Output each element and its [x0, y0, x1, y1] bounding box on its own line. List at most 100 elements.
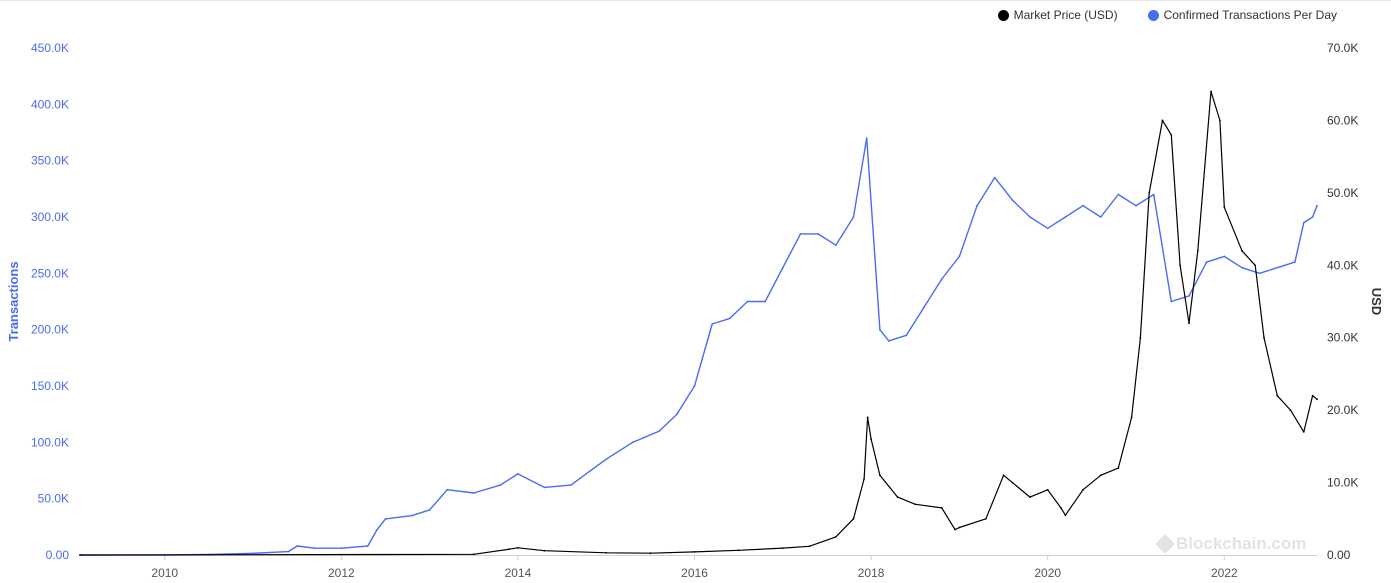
transactions-point	[1011, 199, 1014, 202]
market-price-point	[1161, 119, 1164, 122]
transactions-point	[693, 385, 696, 387]
transactions-point	[428, 509, 431, 511]
market-price-point	[1002, 474, 1005, 477]
market-price-point	[1099, 474, 1102, 477]
y-left-tick-label: 100.0K	[31, 435, 69, 449]
transactions-point	[958, 255, 961, 258]
market-price-point	[808, 545, 811, 548]
x-tick-label: 2012	[328, 566, 355, 580]
transactions-point	[1223, 255, 1226, 258]
transactions-point	[375, 529, 378, 532]
legend-item-market-price[interactable]: Market Price (USD)	[997, 8, 1118, 22]
market-price-series-line	[79, 90, 1318, 556]
y-right-tick-label: 40.0K	[1327, 258, 1358, 272]
y-left-tick-label: 350.0K	[31, 154, 69, 168]
transactions-point	[446, 488, 449, 491]
market-price-point	[896, 496, 899, 498]
legend: Market Price (USD) Confirmed Transaction…	[997, 8, 1337, 22]
y-right-tick-label: 60.0K	[1327, 113, 1358, 127]
x-tick-label: 2014	[505, 566, 532, 580]
transactions-point	[1311, 216, 1314, 218]
blockchain-logo-icon	[1155, 534, 1175, 554]
market-price-point	[1130, 416, 1133, 419]
transactions-point	[517, 473, 519, 475]
y-left-tick-label: 150.0K	[31, 379, 69, 393]
watermark: Blockchain.com	[1155, 534, 1306, 554]
market-price-point	[472, 553, 475, 556]
y-left-tick-label: 450.0K	[31, 41, 69, 55]
y-left-tick-label: 50.0K	[38, 492, 69, 506]
y-right-tick-label: 70.0K	[1327, 41, 1358, 55]
market-price-point	[1148, 192, 1151, 194]
transactions-point	[1099, 216, 1102, 218]
y-left-axis-title: Transactions	[6, 261, 21, 341]
transactions-point	[879, 328, 881, 331]
transactions-point	[1082, 204, 1084, 207]
market-price-point	[649, 552, 652, 555]
market-price-point	[1210, 90, 1212, 93]
transactions-point	[799, 233, 802, 235]
transactions-point	[1170, 300, 1173, 303]
legend-item-transactions[interactable]: Confirmed Transactions Per Day	[1147, 8, 1337, 22]
market-price-point	[1170, 134, 1173, 136]
market-price-point	[866, 416, 869, 419]
market-price-point	[543, 549, 546, 552]
transactions-point	[1135, 204, 1137, 207]
transactions-point	[499, 484, 502, 486]
market-price-point	[834, 536, 837, 538]
y-right-tick-label: 50.0K	[1327, 186, 1358, 200]
market-price-point	[781, 547, 784, 549]
y-left-tick-label: 250.0K	[31, 266, 69, 280]
transactions-point	[252, 552, 255, 555]
transactions-point	[1029, 216, 1031, 218]
transactions-point	[1152, 193, 1155, 196]
market-price-point	[693, 551, 696, 553]
transactions-point	[658, 430, 661, 432]
market-price-point	[879, 474, 881, 477]
market-price-point	[1311, 394, 1314, 397]
market-price-point	[737, 549, 740, 552]
transactions-point	[852, 216, 855, 218]
y-left-tick-label: 200.0K	[31, 323, 69, 337]
transactions-point	[366, 545, 369, 547]
y-right-tick-label: 20.0K	[1327, 403, 1358, 417]
market-price-point	[1289, 409, 1292, 411]
market-price-point	[508, 548, 510, 551]
market-price-point	[985, 517, 987, 520]
transactions-point	[472, 492, 475, 494]
market-price-point	[1082, 488, 1084, 491]
market-price-point	[605, 551, 608, 554]
x-tick-label: 2010	[151, 566, 178, 580]
transactions-point	[1188, 295, 1190, 297]
transactions-point	[865, 137, 868, 140]
legend-label-transactions: Confirmed Transactions Per Day	[1163, 8, 1337, 22]
market-price-point	[1117, 467, 1120, 469]
market-price-point	[1254, 264, 1257, 267]
transactions-point	[1276, 266, 1279, 269]
legend-dot-blue-icon	[1147, 9, 1159, 21]
transactions-point	[923, 306, 925, 308]
transactions-point	[993, 176, 996, 179]
y-right-axis-title: USD	[1369, 288, 1384, 315]
transactions-point	[543, 486, 546, 489]
transactions-series-line	[80, 137, 1318, 556]
transactions-point	[676, 413, 678, 416]
market-price-point	[1046, 488, 1049, 491]
transactions-point	[711, 323, 714, 325]
market-price-point	[1241, 249, 1243, 252]
market-price-point	[914, 503, 917, 506]
transactions-point	[605, 458, 608, 461]
x-tick-label: 2016	[681, 566, 708, 580]
market-price-point	[1179, 264, 1181, 267]
market-price-point	[954, 528, 956, 531]
transactions-point	[296, 545, 299, 547]
y-right-tick-label: 30.0K	[1327, 331, 1358, 345]
transactions-point	[1241, 266, 1243, 269]
transactions-point	[1046, 227, 1049, 230]
transactions-point	[1294, 261, 1296, 263]
x-tick-label: 2018	[858, 566, 885, 580]
market-price-point	[1276, 394, 1279, 397]
market-price-point	[1188, 322, 1190, 325]
transactions-point	[764, 300, 767, 303]
